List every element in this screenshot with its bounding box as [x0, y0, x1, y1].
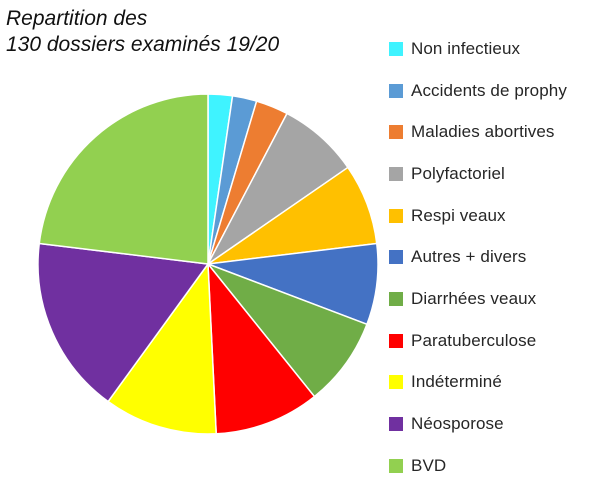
pie-slice-7 — [207, 263, 368, 398]
chart-title-line-2: 130 dossiers examinés 19/20 — [6, 33, 280, 56]
legend-label-9: Indéterminé — [411, 372, 502, 392]
legend-label-1: Non infectieux — [411, 38, 521, 58]
legend-label-7: Diarrhées veaux — [411, 288, 537, 308]
legend-label-10: Néosporose — [411, 414, 504, 434]
legend-swatch-5 — [389, 208, 403, 223]
legend-label-5: Respi veaux — [411, 205, 506, 225]
legend-label-11: BVD — [411, 455, 447, 475]
chart-title-line-1: Repartition des — [6, 7, 148, 30]
legend-item-5: Respi veaux — [389, 195, 604, 237]
legend-item-4: Polyfactoriel — [389, 153, 604, 195]
legend-label-3: Maladies abortives — [411, 122, 555, 142]
legend-item-6: Autres + divers — [389, 236, 604, 278]
chart-title: Repartition des 130 dossiers examinés 19… — [6, 6, 346, 58]
legend-swatch-11 — [389, 458, 403, 473]
legend-item-2: Accidents de prophy — [389, 70, 604, 112]
legend-item-8: Paratuberculose — [389, 320, 604, 362]
pie-slice-10 — [37, 242, 209, 403]
legend-item-1: Non infectieux — [389, 28, 604, 70]
legend-item-3: Maladies abortives — [389, 111, 604, 153]
legend-swatch-7 — [389, 291, 403, 306]
legend-swatch-9 — [389, 375, 403, 390]
pie-slice-8 — [207, 263, 316, 435]
legend-swatch-1 — [389, 41, 403, 56]
pie-slice-9 — [107, 263, 217, 435]
legend-item-9: Indéterminé — [389, 362, 604, 404]
legend-item-10: Néosporose — [389, 403, 604, 445]
legend-swatch-6 — [389, 250, 403, 265]
pie-slice-11 — [38, 93, 209, 265]
legend-label-2: Accidents de prophy — [411, 80, 567, 100]
legend-item-7: Diarrhées veaux — [389, 278, 604, 320]
legend-label-4: Polyfactoriel — [411, 163, 505, 183]
legend-swatch-10 — [389, 417, 403, 432]
legend-item-11: BVD — [389, 445, 604, 487]
legend-swatch-4 — [389, 166, 403, 181]
legend-swatch-2 — [389, 83, 403, 98]
legend-label-8: Paratuberculose — [411, 330, 537, 350]
legend-swatch-3 — [389, 125, 403, 140]
legend-swatch-8 — [389, 333, 403, 348]
legend-label-6: Autres + divers — [411, 247, 527, 267]
chart-legend: Non infectieux Accidents de prophy Maladie… — [389, 28, 604, 487]
